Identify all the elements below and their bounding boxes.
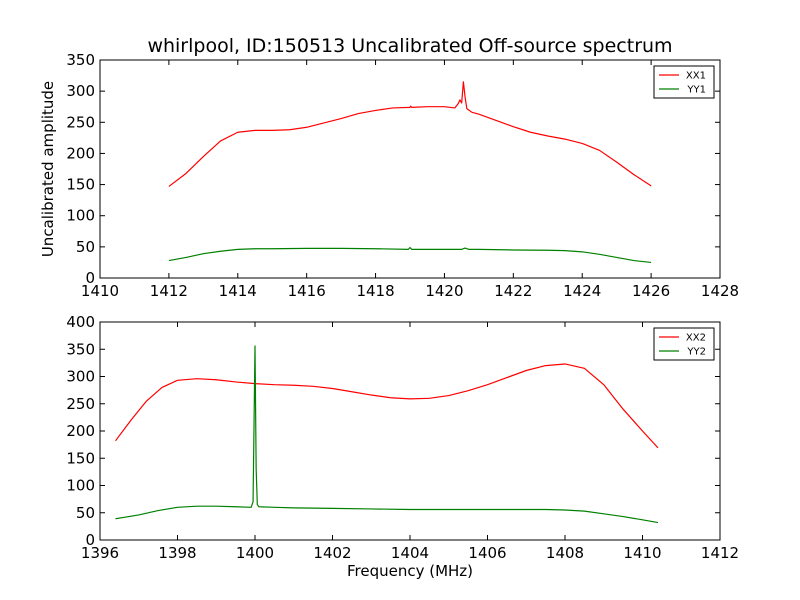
figure-title: whirlpool, ID:150513 Uncalibrated Off-so… (147, 35, 672, 57)
legend-label-yy2: YY2 (686, 347, 706, 358)
x-tick-label: 1412 (701, 544, 739, 562)
x-tick-label: 1406 (468, 544, 506, 562)
y-tick-label: 0 (85, 531, 95, 549)
y-tick-label: 250 (66, 113, 95, 131)
x-tick-label: 1410 (623, 544, 661, 562)
top-panel-y-axis-label: Uncalibrated amplitude (39, 81, 57, 257)
y-tick-label: 400 (66, 313, 95, 331)
legend-box (653, 65, 715, 99)
legend-box (653, 327, 715, 361)
x-tick-label: 1418 (356, 282, 394, 300)
x-tick-label: 1400 (236, 544, 274, 562)
y-tick-label: 50 (76, 504, 95, 522)
x-tick-label: 1420 (425, 282, 463, 300)
bottom-panel-xx2-yy2: 1396 1398 1400 1402 1404 1406 1408 1410 1412 0 50 1… (66, 313, 739, 580)
y-tick-label: 250 (66, 395, 95, 413)
top-panel-xx1-yy1: 1410 1412 1414 1416 1418 1420 1422 1424 1426 1428… (39, 51, 739, 300)
series-line-yy1 (168, 246, 652, 264)
series-line-xx2 (115, 363, 659, 449)
y-tick-label: 150 (66, 449, 95, 467)
series-line-xx1 (168, 81, 652, 187)
y-tick-label: 150 (66, 176, 95, 194)
x-tick-label: 1396 (81, 544, 119, 562)
y-tick-label: 200 (66, 144, 95, 162)
x-tick-label: 1404 (391, 544, 429, 562)
legend-label-xx2: XX2 (686, 333, 706, 344)
x-tick-label: 1416 (288, 282, 326, 300)
y-tick-label: 100 (66, 207, 95, 225)
x-tick-label: 1414 (219, 282, 257, 300)
x-tick-label: 1426 (632, 282, 670, 300)
series-line-yy2 (115, 345, 659, 524)
x-tick-label: 1410 (81, 282, 119, 300)
top-panel-series (168, 81, 652, 264)
top-panel-frame (99, 59, 721, 279)
x-tick-label: 1398 (158, 544, 196, 562)
bottom-panel-x-axis-label: Frequency (MHz) (347, 562, 473, 580)
y-tick-label: 300 (66, 82, 95, 100)
legend-label-yy1: YY1 (686, 85, 706, 96)
top-panel-ticks: 1410 1412 1414 1416 1418 1420 1422 1424 1426 1428… (66, 51, 739, 300)
x-tick-label: 1428 (701, 282, 739, 300)
y-tick-label: 300 (66, 368, 95, 386)
y-tick-label: 50 (76, 238, 95, 256)
y-tick-label: 100 (66, 477, 95, 495)
bottom-panel-series (115, 345, 659, 524)
bottom-panel-frame (99, 321, 721, 541)
x-tick-label: 1412 (150, 282, 188, 300)
x-tick-label: 1424 (563, 282, 601, 300)
y-tick-label: 0 (85, 269, 95, 287)
y-tick-label: 350 (66, 340, 95, 358)
x-tick-label: 1408 (546, 544, 584, 562)
legend-label-xx1: XX1 (686, 71, 706, 82)
y-tick-label: 350 (66, 51, 95, 69)
bottom-panel-ticks: 1396 1398 1400 1402 1404 1406 1408 1410 1412 0 50 1… (66, 313, 739, 562)
x-tick-label: 1402 (313, 544, 351, 562)
y-tick-label: 200 (66, 422, 95, 440)
x-tick-label: 1422 (494, 282, 532, 300)
